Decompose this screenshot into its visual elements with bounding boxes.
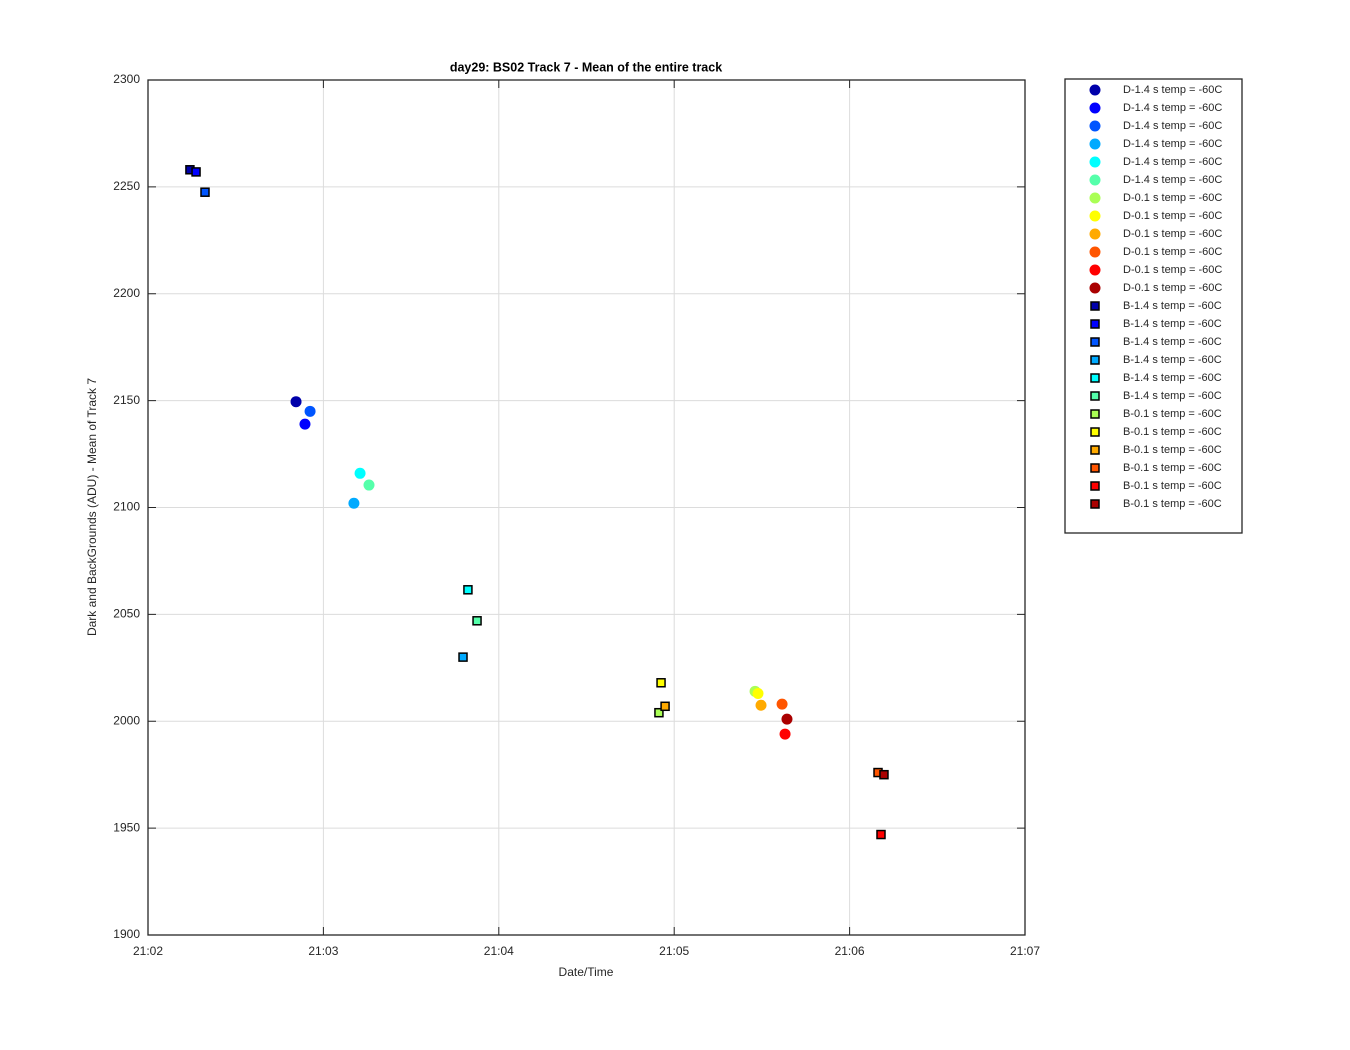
legend-marker	[1089, 120, 1101, 132]
legend-label: D-1.4 s temp = -60C	[1123, 84, 1222, 96]
legend-label: D-0.1 s temp = -60C	[1123, 264, 1222, 276]
legend-label: B-0.1 s temp = -60C	[1123, 462, 1222, 474]
square-marker	[463, 585, 473, 595]
legend-marker	[1089, 282, 1101, 294]
legend-label: B-1.4 s temp = -60C	[1123, 318, 1222, 330]
circle-marker	[752, 687, 764, 699]
legend-label: B-1.4 s temp = -60C	[1123, 372, 1222, 384]
legend-marker	[1090, 481, 1100, 491]
legend-label: D-1.4 s temp = -60C	[1123, 156, 1222, 168]
legend-label: B-1.4 s temp = -60C	[1123, 300, 1222, 312]
x-tick-label: 21:06	[835, 944, 865, 958]
y-tick-label: 2200	[113, 286, 140, 300]
x-tick-label: 21:04	[484, 944, 514, 958]
y-axis-label: Dark and BackGrounds (ADU) - Mean of Tra…	[85, 378, 99, 636]
y-tick-label: 2050	[113, 607, 140, 621]
legend-label: D-1.4 s temp = -60C	[1123, 102, 1222, 114]
legend-label: D-1.4 s temp = -60C	[1123, 120, 1222, 132]
legend-label: D-0.1 s temp = -60C	[1123, 192, 1222, 204]
square-marker	[191, 167, 201, 177]
legend-marker	[1090, 337, 1100, 347]
square-marker	[654, 707, 664, 718]
square-marker	[200, 187, 210, 197]
legend-label: B-0.1 s temp = -60C	[1123, 498, 1222, 510]
legend-marker	[1089, 210, 1101, 222]
legend-label: B-0.1 s temp = -60C	[1123, 408, 1222, 420]
legend-marker	[1090, 373, 1100, 383]
square-marker	[472, 616, 482, 626]
y-tick-label: 2300	[113, 72, 140, 86]
x-tick-label: 21:05	[659, 944, 689, 958]
legend-label: D-0.1 s temp = -60C	[1123, 282, 1222, 294]
y-tick-label: 2250	[113, 179, 140, 193]
legend-label: D-1.4 s temp = -60C	[1123, 138, 1222, 150]
legend-marker	[1089, 174, 1101, 186]
legend-label: D-1.4 s temp = -60C	[1123, 174, 1222, 186]
circle-marker	[779, 728, 791, 740]
legend: D-1.4 s temp = -60C D-1.4 s temp = -60C D-…	[1064, 78, 1243, 534]
circle-marker	[781, 713, 793, 725]
legend-marker	[1090, 301, 1100, 311]
legend-label: B-0.1 s temp = -60C	[1123, 480, 1222, 492]
circle-marker	[348, 497, 360, 509]
square-marker	[879, 769, 889, 780]
legend-label: B-1.4 s temp = -60C	[1123, 354, 1222, 366]
y-tick-label: 1900	[113, 927, 140, 941]
legend-marker	[1089, 102, 1101, 114]
legend-marker	[1089, 84, 1101, 96]
legend-marker	[1090, 355, 1100, 365]
chart-title: day29: BS02 Track 7 - Mean of the entire…	[450, 60, 722, 74]
x-tick-label: 21:02	[133, 944, 163, 958]
legend-label: B-1.4 s temp = -60C	[1123, 390, 1222, 402]
circle-marker	[755, 699, 767, 711]
legend-marker	[1090, 445, 1100, 455]
legend-marker	[1090, 409, 1100, 419]
legend-marker	[1089, 228, 1101, 240]
legend-marker	[1089, 192, 1101, 204]
x-axis-label: Date/Time	[559, 965, 614, 979]
y-tick-label: 2150	[113, 393, 140, 407]
y-tick-label: 2100	[113, 500, 140, 514]
legend-marker	[1089, 138, 1101, 150]
square-marker	[876, 829, 886, 840]
circle-marker	[363, 479, 375, 491]
legend-marker	[1090, 427, 1100, 437]
legend-label: D-0.1 s temp = -60C	[1123, 228, 1222, 240]
y-tick-label: 2000	[113, 713, 140, 727]
circle-marker	[304, 405, 316, 417]
legend-marker	[1089, 264, 1101, 276]
legend-label: B-1.4 s temp = -60C	[1123, 336, 1222, 348]
legend-marker	[1090, 319, 1100, 329]
y-tick-label: 1950	[113, 820, 140, 834]
square-marker	[656, 678, 666, 688]
plot-frame	[147, 79, 1026, 936]
legend-marker	[1090, 463, 1100, 473]
circle-marker	[290, 396, 302, 408]
legend-marker	[1089, 156, 1101, 168]
square-marker	[458, 652, 468, 662]
square-marker	[660, 701, 670, 712]
x-tick-label: 21:07	[1010, 944, 1040, 958]
legend-marker	[1090, 499, 1100, 509]
circle-marker	[354, 467, 366, 479]
legend-marker	[1090, 391, 1100, 401]
legend-label: D-0.1 s temp = -60C	[1123, 210, 1222, 222]
legend-label: D-0.1 s temp = -60C	[1123, 246, 1222, 258]
legend-label: B-0.1 s temp = -60C	[1123, 426, 1222, 438]
x-tick-label: 21:03	[308, 944, 338, 958]
legend-marker	[1089, 246, 1101, 258]
legend-label: B-0.1 s temp = -60C	[1123, 444, 1222, 456]
circle-marker	[776, 698, 788, 710]
circle-marker	[299, 418, 311, 430]
